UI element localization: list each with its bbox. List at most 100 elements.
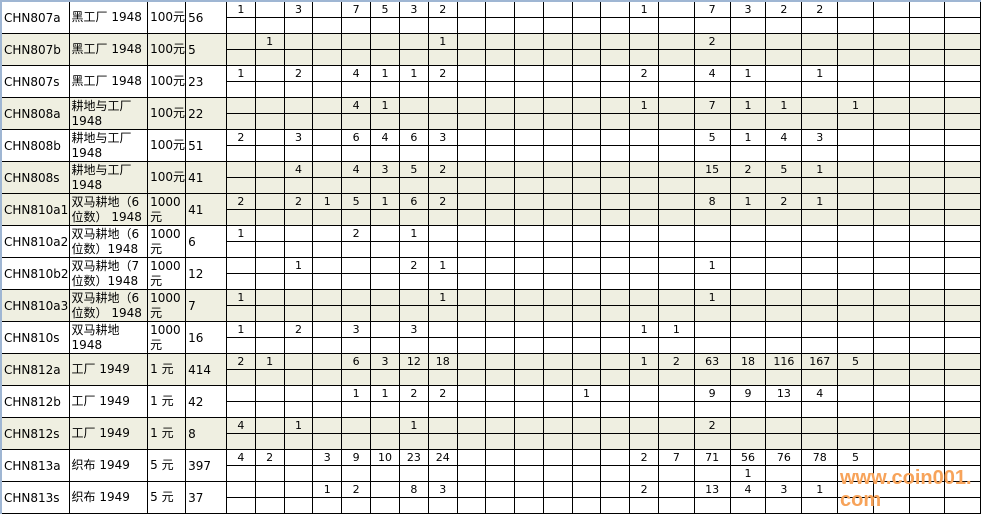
data-cell[interactable] <box>514 289 544 322</box>
data-cell[interactable]: 2 <box>629 65 660 98</box>
data-cell[interactable]: 1 <box>370 97 400 130</box>
data-cell[interactable]: 76 <box>765 449 803 482</box>
data-cell[interactable] <box>872 225 910 258</box>
data-cell[interactable] <box>456 257 487 290</box>
data-cell[interactable] <box>427 97 458 130</box>
code-cell[interactable]: CHN812s <box>0 417 70 450</box>
data-cell[interactable] <box>514 33 544 66</box>
data-cell[interactable] <box>571 33 602 66</box>
data-cell[interactable]: 2 <box>765 193 803 226</box>
data-cell[interactable] <box>872 481 910 514</box>
data-cell[interactable] <box>456 33 487 66</box>
data-cell[interactable] <box>801 417 839 450</box>
data-cell[interactable] <box>312 0 343 34</box>
data-cell[interactable] <box>514 225 544 258</box>
data-cell[interactable] <box>514 385 544 418</box>
data-cell[interactable] <box>370 481 400 514</box>
data-cell[interactable] <box>801 289 839 322</box>
data-cell[interactable] <box>765 65 803 98</box>
code-cell[interactable]: CHN808b <box>0 129 70 162</box>
count-cell[interactable]: 7 <box>185 289 227 322</box>
data-cell[interactable] <box>629 289 660 322</box>
data-cell[interactable] <box>312 33 343 66</box>
data-cell[interactable] <box>542 449 573 482</box>
name-cell[interactable]: 双马耕地（6位数）1948 <box>68 225 149 258</box>
data-cell[interactable]: 2 <box>427 161 458 194</box>
count-cell[interactable]: 42 <box>185 385 227 418</box>
data-cell[interactable] <box>908 417 946 450</box>
data-cell[interactable] <box>801 97 839 130</box>
data-cell[interactable] <box>571 481 602 514</box>
data-cell[interactable] <box>837 321 874 354</box>
data-cell[interactable] <box>225 385 256 418</box>
data-cell[interactable] <box>944 161 981 194</box>
data-cell[interactable] <box>542 289 573 322</box>
data-cell[interactable] <box>542 33 573 66</box>
data-cell[interactable]: 1 <box>765 97 803 130</box>
data-cell[interactable]: 5 <box>341 193 372 226</box>
data-cell[interactable]: 3 <box>312 449 343 482</box>
denomination-cell[interactable]: 100元 <box>147 161 187 194</box>
data-cell[interactable] <box>729 225 767 258</box>
count-cell[interactable]: 37 <box>185 481 227 514</box>
data-cell[interactable] <box>485 321 516 354</box>
data-cell[interactable] <box>254 321 285 354</box>
data-cell[interactable] <box>571 0 602 34</box>
name-cell[interactable]: 耕地与工厂 1948 <box>68 97 149 130</box>
data-cell[interactable]: 4 <box>283 161 314 194</box>
data-cell[interactable]: 2 <box>341 481 372 514</box>
data-cell[interactable]: 1 <box>398 65 429 98</box>
data-cell[interactable] <box>944 481 981 514</box>
data-cell[interactable] <box>514 321 544 354</box>
data-cell[interactable] <box>908 385 946 418</box>
data-cell[interactable]: 3 <box>283 0 314 34</box>
data-cell[interactable] <box>944 0 981 34</box>
data-cell[interactable] <box>872 129 910 162</box>
data-cell[interactable]: 13 <box>693 481 731 514</box>
data-cell[interactable] <box>254 289 285 322</box>
data-cell[interactable] <box>944 353 981 386</box>
data-cell[interactable]: 2 <box>801 0 839 34</box>
data-cell[interactable] <box>571 417 602 450</box>
data-cell[interactable] <box>693 225 731 258</box>
data-cell[interactable] <box>571 161 602 194</box>
data-cell[interactable] <box>729 417 767 450</box>
data-cell[interactable] <box>485 65 516 98</box>
code-cell[interactable]: CHN813a <box>0 449 70 482</box>
data-cell[interactable] <box>944 129 981 162</box>
code-cell[interactable]: CHN810a2 <box>0 225 70 258</box>
data-cell[interactable]: 3 <box>283 129 314 162</box>
data-cell[interactable] <box>456 385 487 418</box>
data-cell[interactable] <box>542 225 573 258</box>
data-cell[interactable] <box>485 97 516 130</box>
data-cell[interactable]: 1 <box>837 97 874 130</box>
data-cell[interactable]: 1 <box>693 257 731 290</box>
data-cell[interactable] <box>837 193 874 226</box>
data-cell[interactable]: 3 <box>427 129 458 162</box>
data-cell[interactable] <box>456 129 487 162</box>
count-cell[interactable]: 8 <box>185 417 227 450</box>
data-cell[interactable]: 4 <box>729 481 767 514</box>
data-cell[interactable]: 1 <box>398 417 429 450</box>
data-cell[interactable] <box>312 321 343 354</box>
data-cell[interactable]: 2 <box>254 449 285 482</box>
name-cell[interactable]: 双马耕地（6位数） 1948 <box>68 193 149 226</box>
data-cell[interactable]: 4 <box>225 417 256 450</box>
data-cell[interactable] <box>801 321 839 354</box>
data-cell[interactable]: 4 <box>693 65 731 98</box>
data-cell[interactable] <box>600 321 631 354</box>
denomination-cell[interactable]: 100元 <box>147 0 187 34</box>
data-cell[interactable] <box>312 353 343 386</box>
data-cell[interactable]: 63 <box>693 353 731 386</box>
data-cell[interactable]: 167 <box>801 353 839 386</box>
data-cell[interactable]: 3 <box>398 321 429 354</box>
data-cell[interactable] <box>944 321 981 354</box>
data-cell[interactable]: 2 <box>693 417 731 450</box>
denomination-cell[interactable]: 5 元 <box>147 449 187 482</box>
data-cell[interactable]: 7 <box>693 97 731 130</box>
data-cell[interactable]: 3 <box>370 161 400 194</box>
data-cell[interactable] <box>398 97 429 130</box>
data-cell[interactable] <box>427 225 458 258</box>
data-cell[interactable] <box>658 417 695 450</box>
data-cell[interactable] <box>341 33 372 66</box>
